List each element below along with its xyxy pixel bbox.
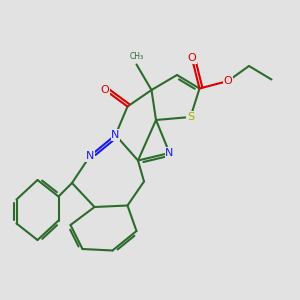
- Text: O: O: [100, 85, 109, 95]
- Text: N: N: [111, 130, 120, 140]
- Text: O: O: [224, 76, 232, 86]
- Text: N: N: [165, 148, 174, 158]
- Text: S: S: [187, 112, 194, 122]
- Text: N: N: [86, 151, 94, 161]
- Text: CH₃: CH₃: [129, 52, 144, 61]
- Text: O: O: [188, 53, 196, 64]
